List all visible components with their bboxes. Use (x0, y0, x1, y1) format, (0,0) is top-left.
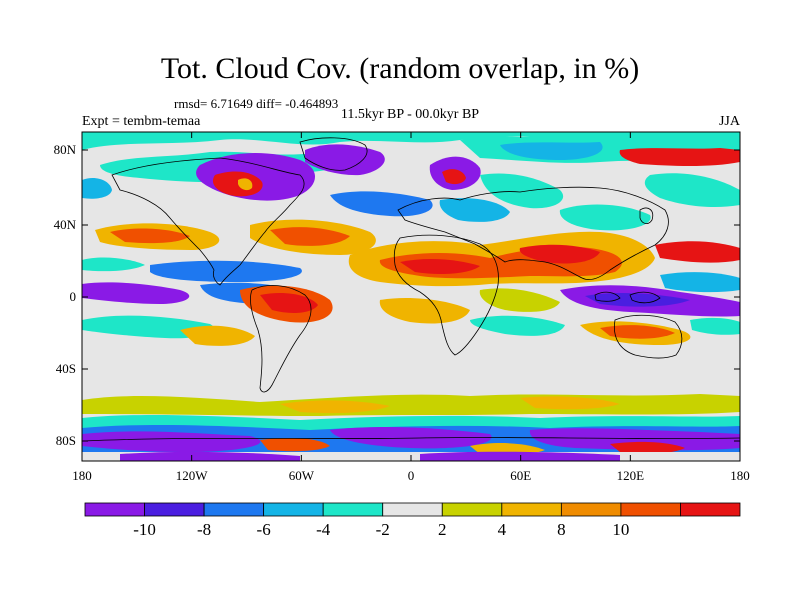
experiment-label: Expt = tembm-temaa (82, 114, 201, 129)
colorbar-swatch (203, 502, 265, 517)
latitude-axis: 80N 40N 0 40S 80S (54, 142, 740, 448)
colorbar-swatch (441, 502, 503, 517)
period-subtitle: 11.5kyr BP - 00.0kyr BP (340, 107, 480, 122)
colorbar-swatch (560, 502, 622, 517)
colorbar-label: -2 (376, 520, 390, 539)
lat-tick-label: 80S (56, 433, 76, 448)
colorbar-swatch (84, 502, 145, 517)
colorbar-label: -8 (197, 520, 211, 539)
colorbar-swatch (680, 502, 741, 517)
lon-tick-label: 120E (617, 468, 645, 483)
rmsd-diff-stats: rmsd= 6.71649 diff= -0.464893 (174, 96, 339, 111)
season-label: JJA (718, 114, 740, 129)
lat-tick-label: 80N (54, 142, 77, 157)
cloud-anomaly-field (82, 132, 740, 461)
lon-tick-label: 60E (510, 468, 531, 483)
lon-tick-label: 60W (289, 468, 315, 483)
colorbar-swatch (620, 502, 681, 517)
map-title: Tot. Cloud Cov. (random overlap, in %) (160, 52, 640, 85)
colorbar-label: -6 (257, 520, 271, 539)
lon-tick-label: 180 (730, 468, 750, 483)
colorbar-swatch (501, 502, 562, 517)
lat-tick-label: 0 (70, 289, 77, 304)
lon-tick-label: 0 (408, 468, 415, 483)
colorbar-label: 8 (557, 520, 566, 539)
colorbar-swatch (144, 502, 205, 517)
lon-tick-label: 120W (176, 468, 209, 483)
colorbar-label: 10 (612, 520, 629, 539)
colorbar-swatch (263, 502, 324, 517)
colorbar-label: -4 (316, 520, 331, 539)
colorbar-label: -10 (133, 520, 156, 539)
colorbar-label: 2 (438, 520, 447, 539)
colorbar: -10 -8 -6 -4 -2 2 4 8 10 (84, 502, 741, 539)
lon-tick-label: 180 (72, 468, 92, 483)
longitude-axis: 180 120W 60W 0 60E 120E 180 (72, 132, 750, 483)
colorbar-swatch (382, 502, 443, 517)
colorbar-label: 4 (498, 520, 507, 539)
lat-tick-label: 40S (56, 361, 76, 376)
coastlines (82, 137, 740, 442)
colorbar-swatch (322, 502, 384, 517)
lat-tick-label: 40N (54, 217, 77, 232)
